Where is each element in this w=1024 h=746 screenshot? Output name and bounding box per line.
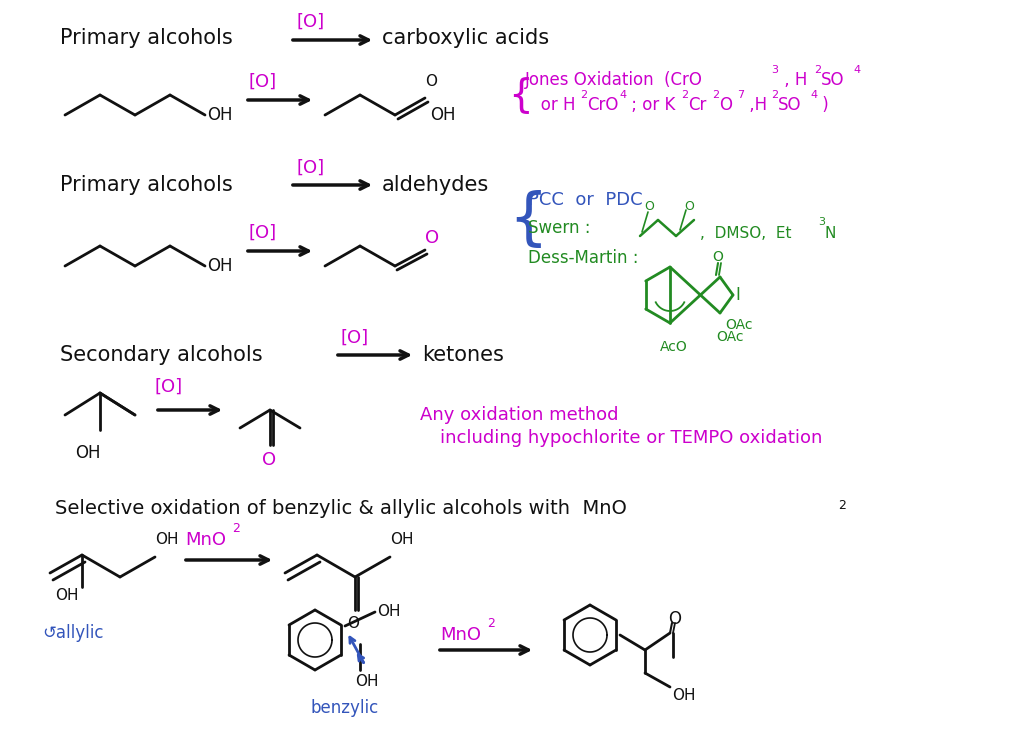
Text: OAc: OAc bbox=[725, 318, 753, 332]
Text: Primary alcohols: Primary alcohols bbox=[60, 175, 232, 195]
Text: 2: 2 bbox=[712, 90, 719, 100]
Text: {: { bbox=[508, 190, 548, 250]
Text: Secondary alcohols: Secondary alcohols bbox=[60, 345, 262, 365]
Text: OAc: OAc bbox=[716, 330, 743, 344]
Text: carboxylic acids: carboxylic acids bbox=[382, 28, 549, 48]
Text: Jones Oxidation  (CrO: Jones Oxidation (CrO bbox=[525, 71, 702, 89]
Text: 3: 3 bbox=[818, 217, 825, 227]
Text: MnO: MnO bbox=[185, 531, 226, 549]
Text: OH: OH bbox=[75, 444, 100, 462]
Text: PCC  or  PDC: PCC or PDC bbox=[528, 191, 643, 209]
Text: O: O bbox=[668, 610, 681, 628]
Text: ; or K: ; or K bbox=[626, 96, 676, 114]
Text: Primary alcohols: Primary alcohols bbox=[60, 28, 232, 48]
Text: OH: OH bbox=[377, 604, 400, 619]
Text: 4: 4 bbox=[853, 65, 860, 75]
Text: 2: 2 bbox=[814, 65, 821, 75]
Text: 2: 2 bbox=[580, 90, 587, 100]
Text: OH: OH bbox=[155, 533, 178, 548]
Text: Dess-Martin :: Dess-Martin : bbox=[528, 249, 639, 267]
Text: aldehydes: aldehydes bbox=[382, 175, 489, 195]
Text: [O]: [O] bbox=[248, 73, 276, 91]
Text: O: O bbox=[347, 615, 359, 630]
Text: OH: OH bbox=[672, 688, 695, 703]
Text: ketones: ketones bbox=[422, 345, 504, 365]
Text: ↺allylic: ↺allylic bbox=[42, 624, 103, 642]
Text: {: { bbox=[508, 76, 532, 114]
Text: [O]: [O] bbox=[340, 329, 368, 347]
Text: O: O bbox=[425, 229, 439, 247]
Text: ): ) bbox=[817, 96, 828, 114]
Text: [O]: [O] bbox=[296, 13, 325, 31]
Text: O: O bbox=[262, 451, 276, 469]
Text: [O]: [O] bbox=[248, 224, 276, 242]
Text: Any oxidation method: Any oxidation method bbox=[420, 406, 618, 424]
Text: 2: 2 bbox=[771, 90, 778, 100]
Text: OH: OH bbox=[355, 674, 379, 689]
Text: OH: OH bbox=[55, 588, 79, 603]
Text: AcO: AcO bbox=[660, 340, 688, 354]
Text: benzylic: benzylic bbox=[310, 699, 378, 717]
Text: , H: , H bbox=[779, 71, 807, 89]
Text: ,H: ,H bbox=[744, 96, 767, 114]
Text: O: O bbox=[712, 250, 723, 264]
Text: CrO: CrO bbox=[587, 96, 618, 114]
Text: ,  DMSO,  Et: , DMSO, Et bbox=[700, 225, 792, 240]
Text: OH: OH bbox=[390, 533, 414, 548]
Text: including hypochlorite or TEMPO oxidation: including hypochlorite or TEMPO oxidatio… bbox=[440, 429, 822, 447]
Text: MnO: MnO bbox=[440, 626, 481, 644]
Text: SO: SO bbox=[821, 71, 845, 89]
Text: Selective oxidation of benzylic & allylic alcohols with  MnO: Selective oxidation of benzylic & allyli… bbox=[55, 498, 627, 518]
Text: 2: 2 bbox=[232, 522, 240, 535]
Text: 7: 7 bbox=[737, 90, 744, 100]
Text: 2: 2 bbox=[487, 617, 495, 630]
Text: 4: 4 bbox=[810, 90, 817, 100]
Text: O: O bbox=[719, 96, 732, 114]
Text: Cr: Cr bbox=[688, 96, 707, 114]
Text: 3: 3 bbox=[771, 65, 778, 75]
Text: N: N bbox=[824, 225, 836, 240]
Text: or H: or H bbox=[525, 96, 575, 114]
Text: O: O bbox=[684, 199, 694, 213]
Text: O: O bbox=[425, 75, 437, 90]
Text: [O]: [O] bbox=[296, 159, 325, 177]
Text: O: O bbox=[644, 199, 654, 213]
Text: OH: OH bbox=[207, 257, 232, 275]
Text: SO: SO bbox=[778, 96, 802, 114]
Text: OH: OH bbox=[430, 106, 456, 124]
Text: 2: 2 bbox=[838, 499, 846, 512]
Text: I: I bbox=[735, 286, 740, 304]
Text: 4: 4 bbox=[618, 90, 626, 100]
Text: 2: 2 bbox=[681, 90, 688, 100]
Text: OH: OH bbox=[207, 106, 232, 124]
Text: Swern :: Swern : bbox=[528, 219, 591, 237]
Text: [O]: [O] bbox=[155, 378, 183, 396]
